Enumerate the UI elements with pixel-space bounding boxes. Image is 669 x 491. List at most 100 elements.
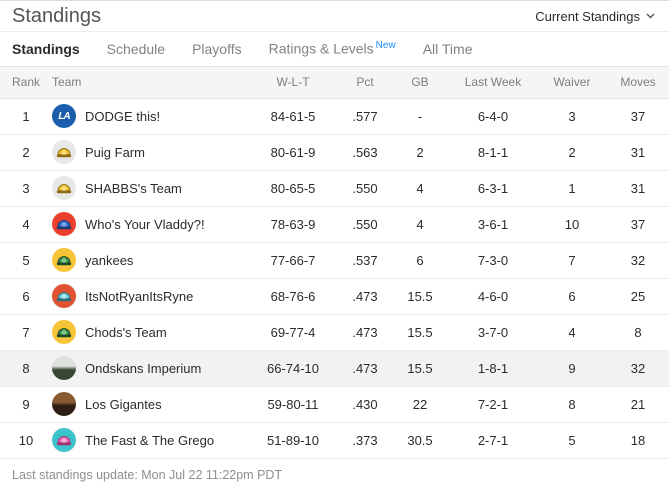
column-header-gb[interactable]: GB: [391, 65, 449, 99]
baseball-cap-icon: [52, 284, 76, 309]
team-pct: .577: [339, 98, 391, 135]
tab-playoffs[interactable]: Playoffs: [192, 40, 242, 57]
standings-table-body: 1 LA DODGE this! 84-61-5 .577 - 6-4-0 3 …: [0, 98, 669, 459]
tab-standings[interactable]: Standings: [12, 40, 80, 57]
team-name-link[interactable]: DODGE this!: [85, 108, 161, 124]
baseball-cap-icon: [56, 255, 72, 265]
team-wlt: 80-65-5: [247, 170, 339, 207]
team-name-link[interactable]: Who's Your Vladdy?!: [85, 216, 205, 232]
team-name-link[interactable]: Puig Farm: [85, 144, 145, 160]
team-rank: 9: [0, 386, 52, 423]
new-badge: New: [375, 40, 396, 51]
table-row: 3 SHABBS's Team 80-65-5 .550 4 6-3-1 1 3…: [0, 170, 669, 207]
team-pct: .550: [339, 206, 391, 243]
team-wlt: 69-77-4: [247, 314, 339, 351]
team-gb: -: [391, 98, 449, 135]
team-wlt: 80-61-9: [247, 134, 339, 171]
team-wlt: 51-89-10: [247, 422, 339, 459]
baseball-cap-icon: [56, 327, 72, 337]
column-header-moves[interactable]: Moves: [607, 65, 669, 99]
team-rank: 8: [0, 350, 52, 387]
team-lastweek: 3-6-1: [449, 206, 537, 243]
team-waiver: 3: [537, 98, 607, 135]
column-header-pct[interactable]: Pct: [339, 65, 391, 99]
team-lastweek: 6-3-1: [449, 170, 537, 207]
tab-ratings-levels[interactable]: Ratings & Levels New: [268, 40, 396, 57]
team-wlt: 84-61-5: [247, 98, 339, 135]
team-moves: 32: [607, 242, 669, 279]
team-waiver: 2: [537, 134, 607, 171]
baseball-cap-icon: [56, 435, 72, 445]
table-row: 1 LA DODGE this! 84-61-5 .577 - 6-4-0 3 …: [0, 98, 669, 135]
column-header-waiver[interactable]: Waiver: [537, 65, 607, 99]
team-name-link[interactable]: SHABBS's Team: [85, 180, 182, 196]
team-lastweek: 7-3-0: [449, 242, 537, 279]
table-row: 2 Puig Farm 80-61-9 .563 2 8-1-1 2 31: [0, 134, 669, 171]
custom-photo-avatar: [52, 356, 76, 381]
standings-view-dropdown[interactable]: Current Standings: [535, 9, 655, 24]
team-wlt: 77-66-7: [247, 242, 339, 279]
team-lastweek: 8-1-1: [449, 134, 537, 171]
tab-schedule[interactable]: Schedule: [106, 40, 166, 57]
column-header-rank[interactable]: Rank: [0, 65, 52, 99]
team-pct: .550: [339, 170, 391, 207]
team-name-link[interactable]: ItsNotRyanItsRyne: [85, 288, 194, 304]
column-header-team[interactable]: Team: [52, 65, 247, 99]
team-moves: 31: [607, 170, 669, 207]
team-rank: 7: [0, 314, 52, 351]
team-lastweek: 3-7-0: [449, 314, 537, 351]
team-name-link[interactable]: Los Gigantes: [85, 396, 162, 412]
column-header-wlt[interactable]: W-L-T: [247, 65, 339, 99]
table-row: 10 The Fast & The Grego 51-89-10 .373 30…: [0, 422, 669, 459]
team-gb: 15.5: [391, 314, 449, 351]
team-name-link[interactable]: Chods's Team: [85, 324, 167, 340]
team-name-link[interactable]: yankees: [85, 252, 134, 268]
baseball-cap-icon: [52, 140, 76, 165]
team-lastweek: 6-4-0: [449, 98, 537, 135]
chevron-down-icon: [646, 13, 655, 19]
team-waiver: 7: [537, 242, 607, 279]
team-wlt: 68-76-6: [247, 278, 339, 315]
team-gb: 30.5: [391, 422, 449, 459]
column-header-lastweek[interactable]: Last Week: [449, 65, 537, 99]
tab-all-time[interactable]: All Time: [422, 40, 473, 57]
team-gb: 22: [391, 386, 449, 423]
team-lastweek: 4-6-0: [449, 278, 537, 315]
team-gb: 15.5: [391, 278, 449, 315]
tab-bar: Standings Schedule Playoffs Ratings & Level…: [0, 31, 669, 66]
team-waiver: 9: [537, 350, 607, 387]
team-rank: 4: [0, 206, 52, 243]
custom-photo-avatar: [52, 392, 76, 417]
team-rank: 6: [0, 278, 52, 315]
page-title: Standings: [12, 4, 101, 27]
team-waiver: 5: [537, 422, 607, 459]
team-pct: .473: [339, 350, 391, 387]
team-waiver: 10: [537, 206, 607, 243]
table-row: 4 Who's Your Vladdy?! 78-63-9 .550 4 3-6…: [0, 206, 669, 243]
team-lastweek: 1-8-1: [449, 350, 537, 387]
team-wlt: 66-74-10: [247, 350, 339, 387]
team-gb: 4: [391, 170, 449, 207]
team-moves: 37: [607, 98, 669, 135]
team-moves: 32: [607, 350, 669, 387]
team-name-link[interactable]: Ondskans Imperium: [85, 360, 202, 376]
team-gb: 15.5: [391, 350, 449, 387]
team-waiver: 6: [537, 278, 607, 315]
table-row: 9 Los Gigantes 59-80-11 .430 22 7-2-1 8 …: [0, 386, 669, 423]
team-pct: .373: [339, 422, 391, 459]
avatar-monogram: LA: [58, 110, 70, 122]
team-name-link[interactable]: The Fast & The Grego: [85, 432, 215, 448]
team-wlt: 59-80-11: [247, 386, 339, 423]
last-update-note: Last standings update: Mon Jul 22 11:22p…: [12, 467, 283, 482]
baseball-cap-icon: [52, 176, 76, 201]
team-pct: .473: [339, 278, 391, 315]
table-row: 7 Chods's Team 69-77-4 .473 15.5 3-7-0 4…: [0, 314, 669, 351]
baseball-cap-icon: [56, 291, 72, 301]
team-moves: 37: [607, 206, 669, 243]
team-rank: 5: [0, 242, 52, 279]
standings-table: Rank Team W-L-T Pct GB Last Week Waiver …: [0, 65, 669, 459]
team-waiver: 4: [537, 314, 607, 351]
view-selector-label: Current Standings: [535, 8, 640, 24]
team-pct: .537: [339, 242, 391, 279]
baseball-cap-icon: [52, 248, 76, 273]
